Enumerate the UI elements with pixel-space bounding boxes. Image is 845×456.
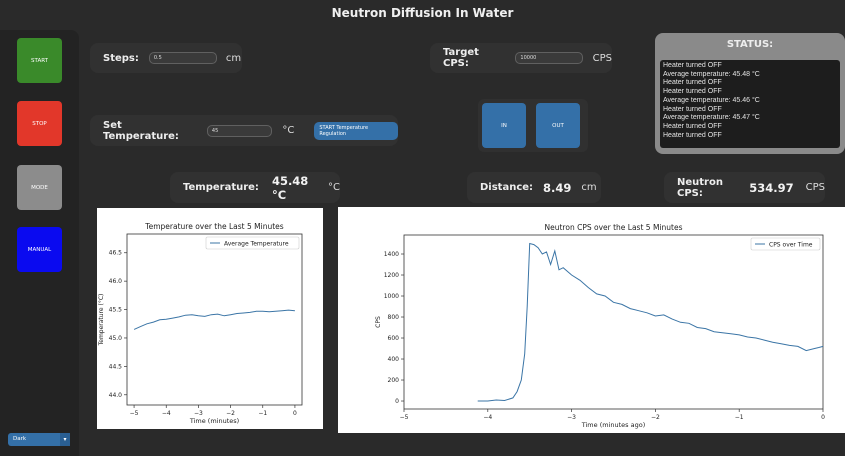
window-title: Neutron Diffusion In Water [331, 6, 514, 20]
status-panel: STATUS: Heater turned OFF Average temper… [655, 33, 845, 154]
theme-select-value: Dark [13, 436, 27, 442]
cps-y-axis-label: CPS [375, 316, 382, 328]
temperature-x-tick-label: 0 [293, 410, 297, 417]
cps-y-tick-label: 600 [388, 335, 400, 342]
distance-readout: Distance: 8.49 cm [467, 172, 601, 203]
steps-unit: cm [225, 52, 242, 64]
manual-button[interactable]: MANUAL [17, 227, 62, 272]
stop-button[interactable]: STOP [17, 101, 62, 146]
temperature-x-tick-label: −3 [194, 410, 203, 417]
temperature-y-tick-label: 46.0 [109, 278, 123, 285]
temperature-y-tick-label: 45.0 [109, 335, 123, 342]
set-temperature-input[interactable]: 45 [206, 124, 273, 137]
temperature-x-tick-label: −4 [162, 410, 171, 417]
temperature-chart: Temperature over the Last 5 Minutes −5 −4 −… [97, 208, 323, 429]
temperature-series-line [133, 309, 295, 330]
temperature-x-axis-label: Time (minutes) [189, 417, 239, 425]
cps-chart-title: Neutron CPS over the Last 5 Minutes [545, 223, 683, 232]
temperature-x-tick-label: −5 [130, 410, 139, 417]
set-temperature-unit: °C [282, 125, 295, 136]
neutron-cps-value: 534.97 [749, 180, 794, 195]
status-log: Heater turned OFF Average temperature: 4… [660, 60, 840, 148]
steps-input[interactable]: 0.5 [148, 52, 217, 64]
log-line: Average temperature: 45.47 °C [663, 114, 760, 122]
mode-button[interactable]: MODE [17, 165, 62, 210]
cps-y-tick-label: 800 [388, 314, 400, 321]
cps-y-tick-label: 400 [388, 356, 400, 363]
log-line: Heater turned OFF [663, 79, 722, 87]
log-line: Heater turned OFF [663, 131, 722, 139]
temperature-y-tick-label: 44.0 [109, 392, 123, 399]
cps-x-tick-label: −1 [735, 414, 744, 421]
temperature-label: Temperature: [183, 182, 259, 193]
temperature-y-tick-label: 45.5 [109, 307, 123, 314]
cps-y-tick-label: 0 [395, 398, 399, 405]
cps-legend [750, 237, 821, 251]
temperature-y-tick-label: 44.5 [109, 363, 123, 370]
steps-label: Steps: [103, 52, 139, 64]
temperature-chart-title: Temperature over the Last 5 Minutes [144, 222, 283, 231]
cps-x-axis-label: Time (minutes ago) [581, 421, 646, 429]
cps-x-tick-label: −4 [483, 414, 492, 421]
log-line: Heater turned OFF [663, 105, 722, 113]
cps-y-tick-label: 200 [388, 377, 400, 384]
cps-y-tick-label: 1400 [384, 251, 399, 258]
cps-chart-svg: Neutron CPS over the Last 5 Minutes −5 −4 −… [375, 223, 825, 429]
temperature-chart-svg: Temperature over the Last 5 Minutes −5 −4 −… [98, 222, 303, 425]
temperature-unit: °C [328, 182, 340, 193]
target-cps-input[interactable]: 10000 [515, 52, 583, 64]
target-cps-label: Target CPS: [443, 47, 479, 69]
cps-y-tick-label: 1000 [384, 293, 399, 300]
out-button[interactable]: OUT [536, 103, 580, 148]
cps-plot-area [403, 234, 824, 410]
set-temperature-label: Set Temperature: [103, 119, 179, 142]
cps-y-tick-label: 1200 [384, 272, 399, 279]
log-line: Heater turned OFF [663, 88, 722, 96]
distance-label: Distance: [480, 182, 534, 193]
in-button[interactable]: IN [482, 103, 526, 148]
start-temperature-regulation-button[interactable]: START Temperature Regulation [314, 121, 398, 140]
temperature-plot-area [126, 233, 303, 406]
temperature-y-axis-label: Temperature (°C) [98, 294, 105, 347]
motion-controls: IN OUT [478, 99, 588, 152]
log-line: Heater turned OFF [663, 62, 722, 69]
target-cps-unit: CPS [592, 52, 612, 64]
status-title: STATUS: [726, 39, 774, 50]
cps-x-tick-label: −3 [567, 414, 576, 421]
temperature-legend [205, 236, 300, 250]
theme-select[interactable]: Dark ▾ [8, 433, 70, 446]
cps-x-tick-label: −2 [651, 414, 660, 421]
temperature-legend-label: Average Temperature [224, 241, 289, 248]
neutron-cps-label: Neutron CPS: [677, 176, 723, 199]
steps-frame: Steps: 0.5 cm [90, 43, 242, 73]
temperature-readout: Temperature: 45.48 °C °C [170, 172, 340, 203]
log-line: Average temperature: 45.46 °C [663, 96, 760, 104]
temperature-x-tick-label: −1 [258, 410, 267, 417]
neutron-cps-unit: CPS [805, 182, 825, 193]
chevron-down-icon: ▾ [60, 433, 70, 446]
temperature-y-tick-label: 46.5 [109, 250, 123, 257]
cps-x-tick-label: 0 [821, 414, 825, 421]
temperature-x-tick-label: −2 [226, 410, 235, 417]
target-cps-frame: Target CPS: 10000 CPS [430, 43, 612, 73]
log-line: Average temperature: 45.48 °C [663, 70, 760, 78]
temperature-value: 45.48 °C [271, 173, 309, 202]
start-button[interactable]: START [17, 38, 62, 83]
cps-x-tick-label: −5 [400, 414, 409, 421]
distance-unit: cm [581, 182, 597, 193]
set-temperature-frame: Set Temperature: 45 °C START Temperature… [90, 115, 398, 146]
neutron-cps-readout: Neutron CPS: 534.97 CPS [664, 172, 825, 203]
log-line: Heater turned OFF [663, 122, 722, 130]
cps-chart: Neutron CPS over the Last 5 Minutes −5 −4 −… [338, 207, 845, 433]
sidebar: START STOP MODE MANUAL Dark ▾ [0, 30, 79, 456]
distance-value: 8.49 [543, 180, 572, 195]
cps-legend-label: CPS over Time [769, 242, 813, 249]
cps-series-line [477, 242, 824, 402]
